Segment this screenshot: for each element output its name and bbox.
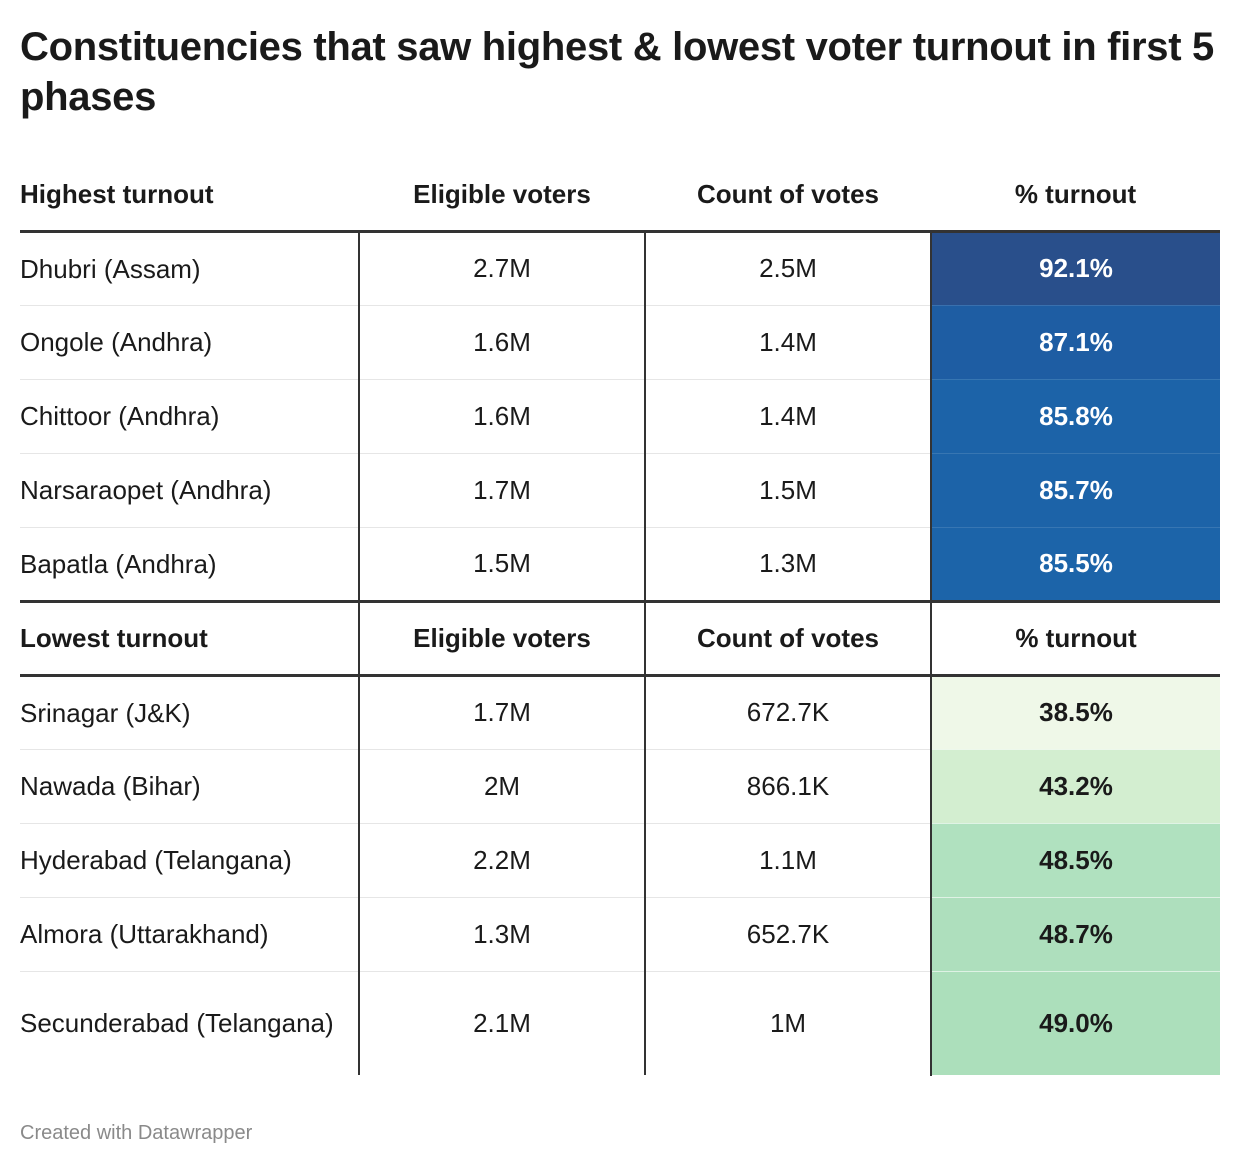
table-row: Chittoor (Andhra) 1.6M 1.4M 85.8% [20, 379, 1220, 454]
turnout-cell: 92.1% [930, 231, 1220, 306]
table-row: Secunderabad (Telangana) 2.1M 1M 49.0% [20, 971, 1220, 1076]
count-of-votes-cell: 652.7K [644, 897, 931, 972]
table-row: Nawada (Bihar) 2M 866.1K 43.2% [20, 749, 1220, 824]
count-of-votes-cell: 1.1M [644, 823, 931, 898]
eligible-voters-cell: 2.7M [358, 231, 645, 306]
eligible-voters-cell: 2M [358, 749, 645, 824]
count-of-votes-cell: 1.5M [644, 453, 931, 528]
constituency-cell: Hyderabad (Telangana) [20, 823, 359, 898]
count-of-votes-cell: 1.3M [644, 527, 931, 601]
constituency-cell: Srinagar (J&K) [20, 675, 359, 750]
table-row: Ongole (Andhra) 1.6M 1.4M 87.1% [20, 305, 1220, 380]
eligible-voters-cell: 1.6M [358, 305, 645, 380]
column-header-eligible-voters[interactable]: Eligible voters [359, 157, 645, 233]
constituency-cell: Almora (Uttarakhand) [20, 897, 359, 972]
eligible-voters-cell: 1.6M [358, 379, 645, 454]
column-header-eligible-voters[interactable]: Eligible voters [358, 599, 645, 677]
count-of-votes-cell: 1.4M [644, 305, 931, 380]
count-of-votes-cell: 2.5M [644, 231, 931, 306]
column-header-constituency[interactable]: Lowest turnout [20, 599, 359, 677]
datawrapper-credit[interactable]: Created with Datawrapper [20, 1122, 253, 1144]
turnout-cell: 43.2% [930, 749, 1220, 824]
eligible-voters-cell: 1.7M [358, 453, 645, 528]
column-header-turnout[interactable]: % turnout [930, 599, 1220, 677]
turnout-cell: 85.5% [930, 527, 1220, 602]
chart-title: Constituencies that saw highest & lowest… [20, 25, 1214, 119]
constituency-cell: Bapatla (Andhra) [20, 548, 217, 579]
constituency-cell: Chittoor (Andhra) [20, 379, 359, 454]
table-row: Hyderabad (Telangana) 2.2M 1.1M 48.5% [20, 823, 1220, 898]
constituency-cell: Nawada (Bihar) [20, 749, 359, 824]
count-of-votes-cell: 1.4M [644, 379, 931, 454]
column-header-count-of-votes[interactable]: Count of votes [644, 599, 931, 677]
eligible-voters-cell: 1.3M [358, 897, 645, 972]
table-row: Narsaraopet (Andhra) 1.7M 1.5M 85.7% [20, 453, 1220, 528]
turnout-cell: 87.1% [930, 305, 1220, 380]
turnout-cell: 38.5% [930, 675, 1220, 750]
table-row: Dhubri (Assam) 2.7M 2.5M 92.1% [20, 231, 1220, 306]
eligible-voters-cell: 2.1M [358, 971, 645, 1075]
header-row-lowest: Lowest turnout Eligible voters Count of … [20, 599, 1220, 677]
table-row: Bapatla (Andhra) 1.5M 1.3M 85.5% [20, 527, 1220, 602]
constituency-cell: Secunderabad (Telangana) [20, 1008, 334, 1039]
column-header-count-of-votes[interactable]: Count of votes [645, 157, 931, 233]
turnout-cell: 85.7% [930, 453, 1220, 528]
count-of-votes-cell: 672.7K [644, 675, 931, 750]
header-row-highest: Highest turnout Eligible voters Count of… [20, 157, 1220, 233]
count-of-votes-cell: 1M [644, 971, 931, 1075]
constituency-cell: Dhubri (Assam) [20, 231, 359, 306]
turnout-table: Highest turnout Eligible voters Count of… [20, 157, 1220, 1076]
eligible-voters-cell: 1.5M [358, 527, 645, 601]
constituency-cell: Narsaraopet (Andhra) [20, 453, 359, 528]
turnout-cell: 48.5% [930, 823, 1220, 898]
turnout-cell: 48.7% [930, 897, 1220, 972]
constituency-cell: Ongole (Andhra) [20, 305, 359, 380]
column-header-turnout[interactable]: % turnout [931, 157, 1220, 233]
turnout-cell: 49.0% [930, 971, 1220, 1076]
turnout-cell: 85.8% [930, 379, 1220, 454]
column-header-constituency[interactable]: Highest turnout [20, 157, 359, 233]
table-row: Almora (Uttarakhand) 1.3M 652.7K 48.7% [20, 897, 1220, 972]
eligible-voters-cell: 2.2M [358, 823, 645, 898]
count-of-votes-cell: 866.1K [644, 749, 931, 824]
table-row: Srinagar (J&K) 1.7M 672.7K 38.5% [20, 675, 1220, 750]
eligible-voters-cell: 1.7M [358, 675, 645, 750]
